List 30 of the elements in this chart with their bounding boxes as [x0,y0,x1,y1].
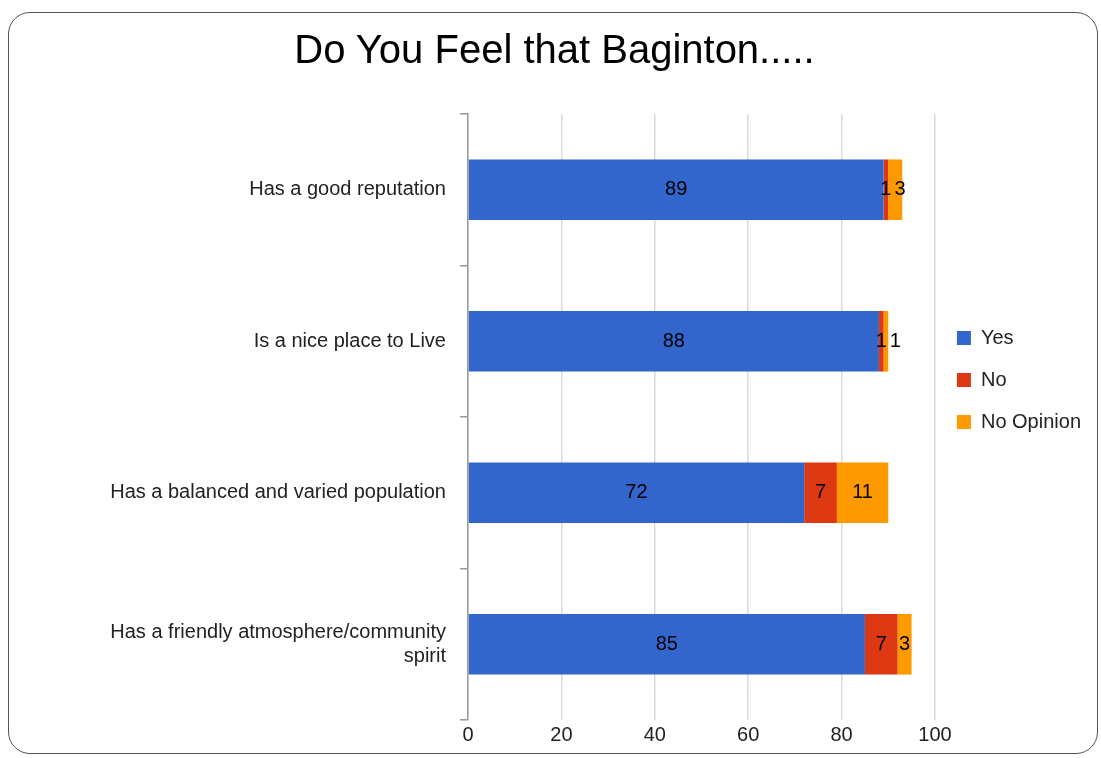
x-tick-label: 80 [830,722,853,745]
data-label: 3 [899,631,911,654]
chart-title: Do You Feel that Baginton..... [294,27,815,72]
bar [804,462,837,524]
bar [864,613,898,675]
data-label: 89 [665,177,688,200]
legend-label: No [980,367,1007,390]
bar [468,613,865,675]
x-tick-label: 100 [918,722,952,745]
data-label: 7 [875,631,887,654]
x-tick-label: 20 [550,722,573,745]
data-label: 7 [814,480,827,503]
y-tick-label: Has a good reputation [249,177,446,200]
bar [468,462,805,524]
y-tick-label: Is a nice place to Live [253,328,446,351]
y-tick-label: Has a friendly atmosphere/community spirit [110,619,447,666]
data-label: 85 [655,631,678,654]
legend-label: No Opinion [980,409,1081,432]
x-tick-label: 0 [462,722,474,745]
bar [468,310,879,372]
x-tick-label: 60 [737,722,760,745]
data-label: 1 [889,328,901,351]
x-tick-label: 40 [643,722,666,745]
bar [897,613,912,675]
data-label: 72 [625,480,648,503]
data-label: 88 [662,328,685,351]
data-label: 11 [852,480,873,503]
bar [836,462,889,524]
legend-label: Yes [980,325,1014,348]
y-tick-label: Has a balanced and varied population [110,480,446,503]
